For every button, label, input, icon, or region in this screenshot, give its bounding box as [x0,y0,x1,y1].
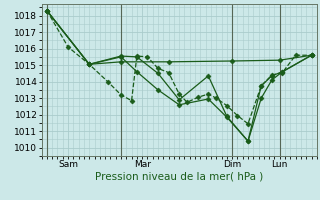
X-axis label: Pression niveau de la mer( hPa ): Pression niveau de la mer( hPa ) [95,172,263,182]
